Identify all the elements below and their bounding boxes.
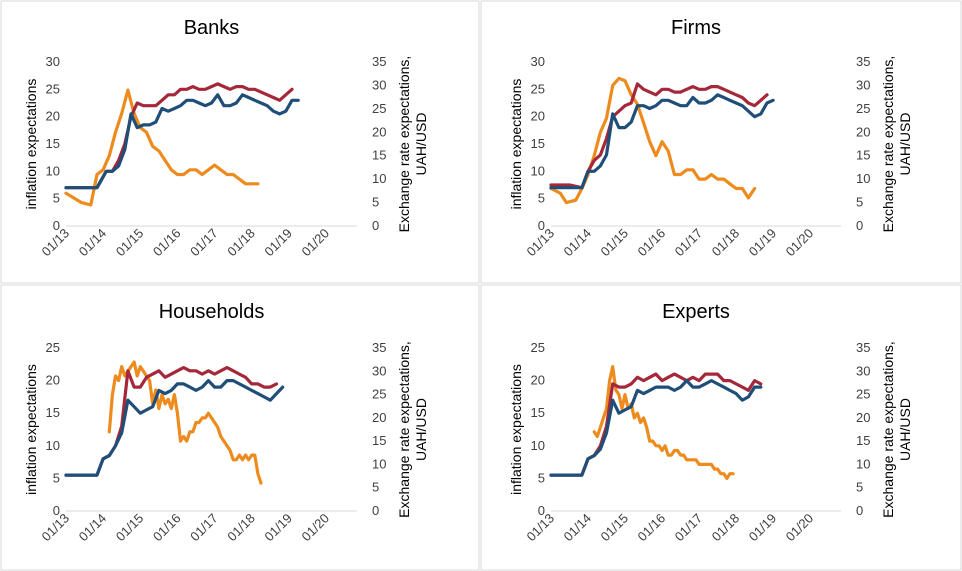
y2-axis-label: Exchange rate expectations,UAH/USD	[396, 56, 429, 233]
y2-axis-label-line: UAH/USD	[413, 398, 429, 461]
y2-tick-label: 20	[856, 410, 870, 425]
y2-tick-label: 25	[856, 387, 870, 402]
series-line-right-axis	[64, 88, 260, 207]
y-tick-label: 5	[53, 191, 60, 206]
panel-border	[0, 284, 480, 571]
y-tick-label: 20	[531, 109, 545, 124]
y2-tick-label: 30	[372, 77, 386, 92]
y2-tick-label: 15	[372, 148, 386, 163]
panel-border	[480, 0, 962, 284]
y-axis-label: inflation expectations	[23, 79, 39, 210]
y-tick-label: 25	[531, 81, 545, 96]
series-line-left-axis	[549, 82, 769, 190]
y-tick-label: 0	[538, 503, 545, 518]
y-tick-label: 10	[46, 438, 60, 453]
panel-border	[480, 284, 962, 571]
y2-tick-label: 0	[372, 218, 379, 233]
series-line-left-axis	[549, 93, 775, 190]
chart-title: Households	[159, 301, 265, 323]
chart-title: Banks	[184, 17, 240, 39]
y-tick-label: 15	[531, 136, 545, 151]
y-tick-label: 0	[538, 218, 545, 233]
series-line-left-axis	[64, 379, 285, 477]
y-tick-label: 20	[46, 109, 60, 124]
y2-tick-label: 5	[856, 195, 863, 210]
y2-tick-label: 30	[856, 77, 870, 92]
y2-axis-label: Exchange rate expectations,UAH/USD	[396, 341, 429, 518]
y-axis-label: inflation expectations	[508, 364, 524, 495]
y2-axis-label: Exchange rate expectations,UAH/USD	[880, 341, 913, 518]
y-tick-label: 10	[531, 163, 545, 178]
y-tick-label: 0	[53, 503, 60, 518]
series-line-right-axis	[107, 360, 263, 485]
chart-title: Experts	[662, 301, 730, 323]
series-line-left-axis	[64, 93, 300, 190]
y2-tick-label: 0	[856, 218, 863, 233]
y2-tick-label: 20	[372, 124, 386, 139]
y-tick-label: 15	[46, 405, 60, 420]
y2-tick-label: 0	[372, 503, 379, 518]
y2-tick-label: 20	[372, 410, 386, 425]
y2-tick-label: 35	[372, 54, 386, 69]
panel-border	[0, 0, 480, 284]
y2-axis-label-line: UAH/USD	[897, 398, 913, 461]
y2-tick-label: 15	[372, 433, 386, 448]
y2-axis-label-line: Exchange rate expectations,	[396, 341, 412, 518]
series-line-left-axis	[549, 379, 763, 477]
y2-axis-label-line: Exchange rate expectations,	[396, 56, 412, 233]
y2-axis-label: Exchange rate expectations,UAH/USD	[880, 56, 913, 233]
y2-tick-label: 15	[856, 433, 870, 448]
y2-tick-label: 5	[372, 480, 379, 495]
y2-tick-label: 25	[372, 387, 386, 402]
y2-tick-label: 5	[372, 195, 379, 210]
chart-title: Firms	[671, 17, 721, 39]
y2-tick-label: 10	[856, 171, 870, 186]
y-tick-label: 10	[531, 438, 545, 453]
y2-tick-label: 30	[372, 363, 386, 378]
y-tick-label: 5	[538, 470, 545, 485]
y-tick-label: 30	[531, 54, 545, 69]
y2-tick-label: 25	[372, 101, 386, 116]
y2-tick-label: 20	[856, 124, 870, 139]
y2-tick-label: 0	[856, 503, 863, 518]
y-tick-label: 30	[46, 54, 60, 69]
y-tick-label: 15	[531, 405, 545, 420]
y-tick-label: 20	[531, 373, 545, 388]
y2-tick-label: 10	[372, 456, 386, 471]
y2-tick-label: 15	[856, 148, 870, 163]
y-tick-label: 0	[53, 218, 60, 233]
y2-tick-label: 35	[856, 340, 870, 355]
y-tick-label: 25	[531, 340, 545, 355]
y-tick-label: 15	[46, 136, 60, 151]
y2-tick-label: 5	[856, 480, 863, 495]
series-line-right-axis	[592, 365, 735, 480]
y2-tick-label: 35	[856, 54, 870, 69]
y2-tick-label: 10	[856, 456, 870, 471]
y-axis-label: inflation expectations	[508, 79, 524, 210]
y-tick-label: 25	[46, 340, 60, 355]
y2-tick-label: 10	[372, 171, 386, 186]
y2-axis-label-line: UAH/USD	[897, 112, 913, 175]
y-tick-label: 5	[538, 191, 545, 206]
y-tick-label: 20	[46, 373, 60, 388]
y2-axis-label-line: Exchange rate expectations,	[880, 56, 896, 233]
y-tick-label: 10	[46, 163, 60, 178]
y2-tick-label: 35	[372, 340, 386, 355]
y-tick-label: 5	[53, 470, 60, 485]
y2-tick-label: 30	[856, 363, 870, 378]
y2-axis-label-line: Exchange rate expectations,	[880, 341, 896, 518]
y-tick-label: 25	[46, 81, 60, 96]
y2-axis-label-line: UAH/USD	[413, 112, 429, 175]
y2-tick-label: 25	[856, 101, 870, 116]
y-axis-label: inflation expectations	[23, 364, 39, 495]
